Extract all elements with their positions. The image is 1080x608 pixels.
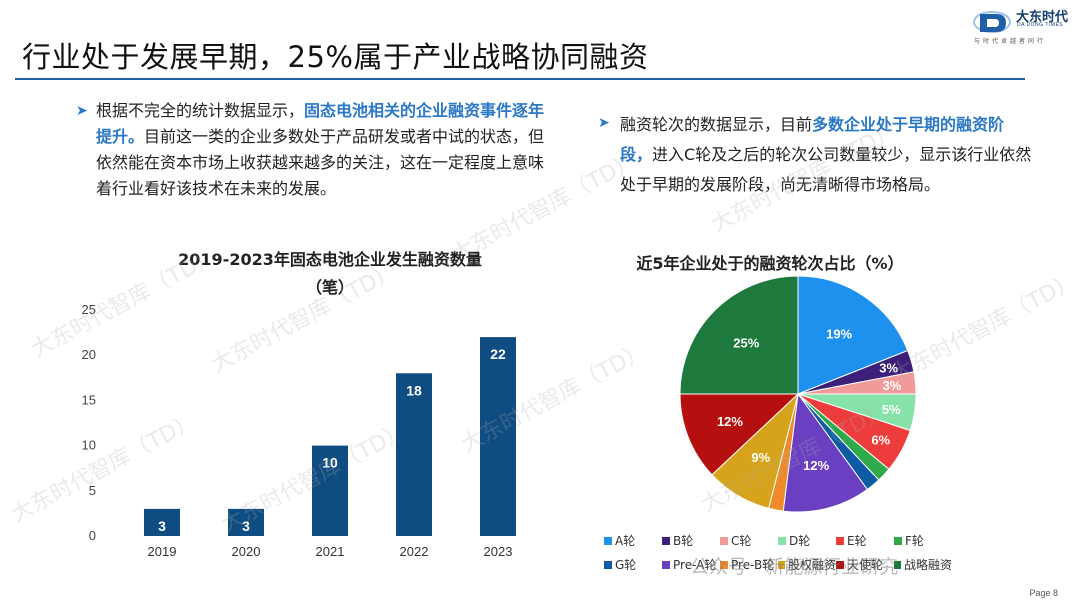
bullet-arrow-icon: ➤ <box>76 103 88 119</box>
legend-item: B轮 <box>662 532 720 549</box>
right-paragraph: 融资轮次的数据显示，目前多数企业处于早期的融资阶段，进入C轮及之后的轮次公司数量… <box>620 110 1036 200</box>
logo-name: 大东时代 <box>1016 10 1069 25</box>
bar-chart-title: 2019-2023年固态电池企业发生融资数量 <box>178 250 482 269</box>
legend-swatch <box>894 560 901 569</box>
pie-slice-天使轮 <box>679 393 800 476</box>
title-divider <box>15 78 1025 80</box>
logo-english: DA DONG TIMES <box>1017 22 1064 28</box>
pie-legend: A轮 B轮 C轮 D轮 E轮 F轮 G轮 Pre-A轮 Pre-B轮 股权融资 天使轮 战略融资 <box>604 532 1044 580</box>
legend-item: 股权融资 <box>778 556 836 573</box>
logo-slogan: 与时代卓越者同行 <box>974 38 1047 45</box>
x-tick-label: 2019 <box>148 544 177 559</box>
pie-slice-label: 12% <box>803 458 829 473</box>
pie-chart-title: 近5年企业处于的融资轮次占比（%） <box>636 254 904 273</box>
page-number: Page 8 <box>1029 588 1058 598</box>
legend-swatch <box>778 560 785 569</box>
x-tick-label: 2022 <box>400 544 429 559</box>
y-tick-label: 25 <box>82 302 96 317</box>
right-text-highlight: 多数企业处于早期的融资阶段， <box>620 115 1005 164</box>
logo-icon <box>973 11 1011 33</box>
y-tick-label: 5 <box>89 483 96 498</box>
pie-slice-Pre-A轮 <box>782 392 869 513</box>
legend-label: C轮 <box>731 534 752 548</box>
x-tick-label: 2023 <box>484 544 513 559</box>
pie-slice-label: 3% <box>883 378 902 393</box>
pie-slice-label: 6% <box>871 432 890 447</box>
bar-value-label: 3 <box>158 518 166 534</box>
bar-2022 <box>396 373 432 536</box>
pie-slice-label: 19% <box>826 326 852 341</box>
legend-swatch <box>720 536 728 545</box>
left-paragraph: 根据不完全的统计数据显示，固态电池相关的企业融资事件逐年提升。目前这一类的企业多… <box>96 98 552 202</box>
legend-label: 战略融资 <box>903 558 952 572</box>
legend-item: F轮 <box>894 532 952 549</box>
y-tick-label: 15 <box>82 392 96 407</box>
pie-slice-label: 9% <box>751 450 770 465</box>
legend-label: Pre-A轮 <box>673 558 717 572</box>
legend-label: Pre-B轮 <box>731 558 775 572</box>
y-tick-label: 20 <box>82 347 96 362</box>
legend-label: G轮 <box>615 558 637 572</box>
legend-label: B轮 <box>673 534 694 548</box>
pie-slice-label: 5% <box>882 402 901 417</box>
legend-item: Pre-A轮 <box>662 556 720 573</box>
legend-label: D轮 <box>789 534 811 548</box>
bar-value-label: 18 <box>406 382 422 398</box>
y-tick-label: 10 <box>82 438 96 453</box>
legend-item: D轮 <box>778 532 836 549</box>
legend-row: A轮 B轮 C轮 D轮 E轮 F轮 <box>604 532 1044 549</box>
right-text-before: 融资轮次的数据显示，目前 <box>620 115 813 134</box>
bar-value-label: 3 <box>242 518 250 534</box>
legend-label: 股权融资 <box>787 558 836 572</box>
legend-swatch <box>778 536 786 545</box>
y-tick-label: 0 <box>89 528 96 543</box>
right-text-after: 进入C轮及之后的轮次公司数量较少，显示该行业依然处于早期的发展阶段，尚无清晰得市… <box>620 145 1032 194</box>
bar-2019 <box>144 508 180 536</box>
legend-label: A轮 <box>615 534 636 548</box>
bar-2023 <box>480 337 516 536</box>
legend-item: C轮 <box>720 532 778 549</box>
bar-2021 <box>312 445 348 536</box>
legend-swatch <box>720 560 728 569</box>
legend-swatch <box>836 536 844 545</box>
pie-slice-label: 25% <box>733 335 759 350</box>
legend-item: 天使轮 <box>836 556 894 573</box>
pie-slice-label: 3% <box>879 361 898 376</box>
x-tick-label: 2020 <box>232 544 261 559</box>
pie-slice-label: 12% <box>717 414 743 429</box>
legend-label: 天使轮 <box>847 558 884 572</box>
legend-swatch <box>604 560 612 569</box>
legend-label: F轮 <box>905 534 924 548</box>
bar-chart-unit: （笔） <box>305 278 354 297</box>
bar-chart: 0 5 10 15 20 25 3 2019 3 2020 10 2021 18 2022 22 2023 <box>82 302 516 559</box>
legend-swatch <box>836 560 844 569</box>
legend-item: 战略融资 <box>894 556 952 573</box>
left-text-before: 根据不完全的统计数据显示， <box>96 101 305 120</box>
bullet-arrow-icon: ➤ <box>598 115 610 131</box>
bar-value-label: 10 <box>322 455 338 471</box>
bar-value-label: 22 <box>490 346 506 362</box>
legend-swatch <box>662 560 670 569</box>
pie-slice-A轮 <box>797 275 909 395</box>
bar-2020 <box>228 508 264 536</box>
page-title: 行业处于发展早期，25%属于产业战略协同融资 <box>22 40 649 74</box>
legend-swatch <box>604 536 612 545</box>
legend-row: G轮 Pre-A轮 Pre-B轮 股权融资 天使轮 战略融资 <box>604 556 1044 573</box>
legend-label: E轮 <box>847 534 867 548</box>
legend-item: Pre-B轮 <box>720 556 778 573</box>
legend-item: A轮 <box>604 532 662 549</box>
x-tick-label: 2021 <box>316 544 345 559</box>
legend-item: G轮 <box>604 556 662 573</box>
legend-item: E轮 <box>836 532 894 549</box>
left-text-after: 目前这一类的企业多数处于产品研发或者中试的状态，但依然能在资本市场上收获越来越多… <box>96 127 545 198</box>
legend-swatch <box>662 536 670 545</box>
legend-swatch <box>894 536 902 545</box>
pie-chart: 19% 3% 3% 5% 6% 12% 9% 12% 25% <box>679 275 917 513</box>
footer-watermark: 公众号 · 新能源行业研究 <box>690 556 899 578</box>
left-text-highlight: 固态电池相关的企业融资事件逐年提升。 <box>96 101 545 146</box>
pie-slice-战略融资 <box>679 275 799 395</box>
